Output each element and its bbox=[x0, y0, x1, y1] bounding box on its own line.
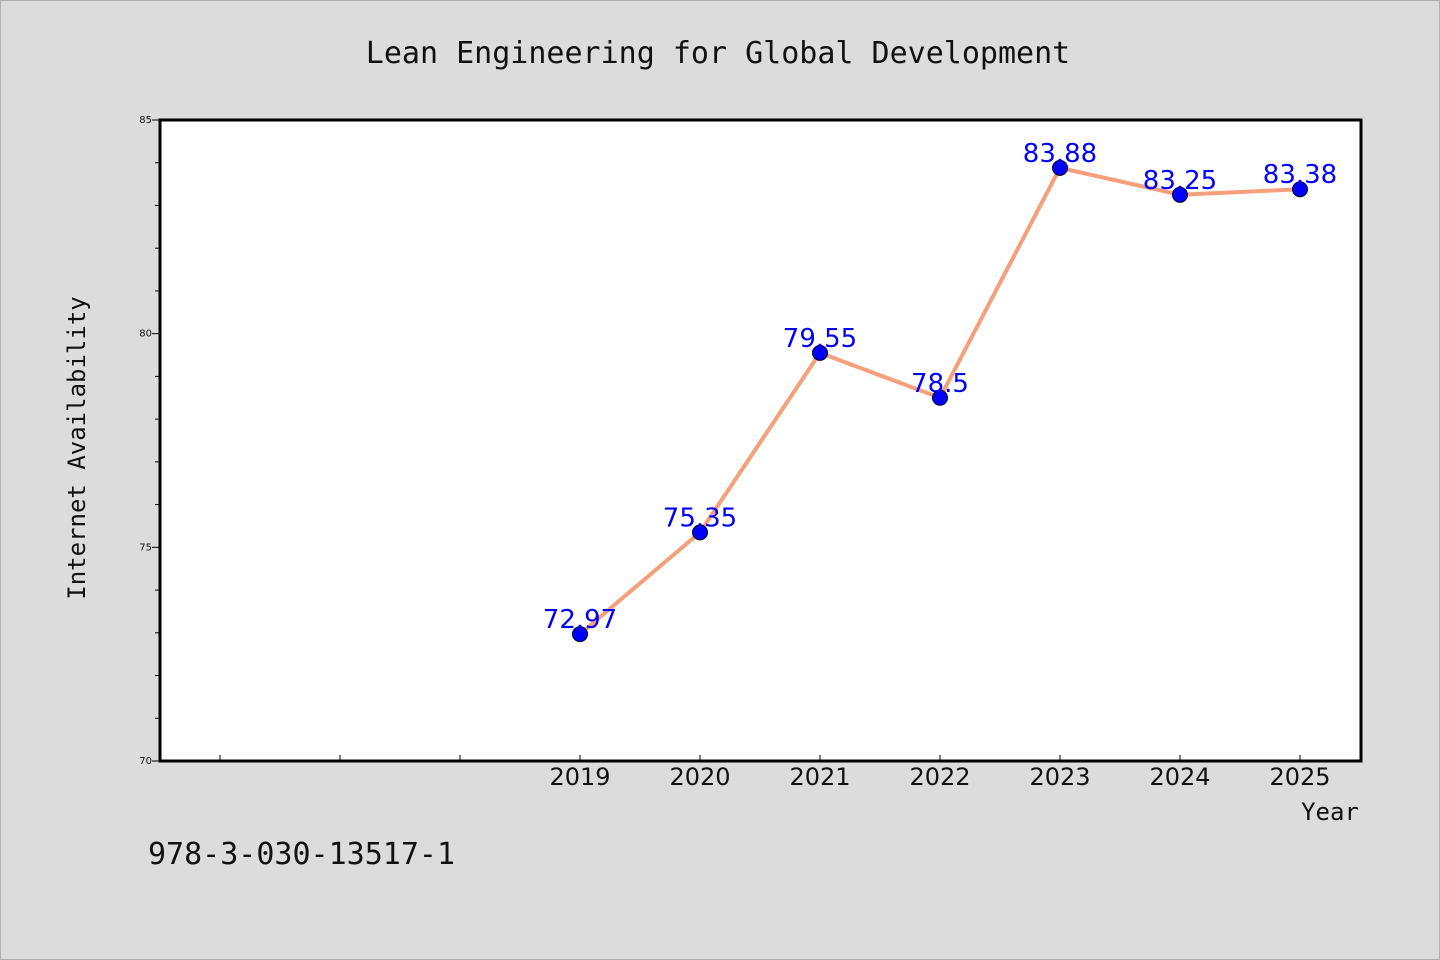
data-label: 75.35 bbox=[663, 503, 737, 533]
axis-ticks: 70 75 80 85 2019 2020 2021 2022 2023 2024 2025 bbox=[139, 115, 1330, 791]
y-tick-label: 70 bbox=[139, 756, 152, 767]
data-label: 83.25 bbox=[1143, 166, 1217, 196]
series-group bbox=[572, 159, 1308, 643]
x-tick-label: 2022 bbox=[909, 763, 970, 791]
data-labels: 72.97 75.35 79.55 78.5 83.88 83.25 83.38 bbox=[543, 139, 1337, 635]
y-axis-label: Internet Availability bbox=[63, 296, 91, 599]
y-tick-label: 75 bbox=[139, 542, 152, 553]
data-point bbox=[1172, 186, 1188, 203]
data-label: 78.5 bbox=[911, 369, 969, 399]
x-tick-label: 2023 bbox=[1029, 763, 1090, 791]
x-tick-label: 2025 bbox=[1269, 763, 1330, 791]
x-tick-label: 2019 bbox=[549, 763, 610, 791]
data-label: 79.55 bbox=[783, 324, 857, 354]
data-point bbox=[1052, 159, 1068, 176]
x-tick-label: 2021 bbox=[789, 763, 850, 791]
data-point bbox=[812, 344, 828, 361]
data-point bbox=[932, 389, 948, 406]
footer-code: 978-3-030-13517-1 bbox=[148, 837, 455, 872]
data-point bbox=[572, 626, 588, 643]
plot-area bbox=[158, 118, 1363, 763]
y-tick-label: 80 bbox=[139, 329, 152, 340]
data-label: 72.97 bbox=[543, 605, 617, 635]
data-label: 83.88 bbox=[1023, 139, 1097, 169]
x-tick-label: 2020 bbox=[669, 763, 730, 791]
x-axis-label: Year bbox=[1301, 798, 1359, 826]
data-label: 83.38 bbox=[1263, 160, 1337, 190]
data-point bbox=[1292, 181, 1308, 198]
data-point bbox=[692, 524, 708, 541]
x-tick-label: 2024 bbox=[1149, 763, 1210, 791]
chart-title: Lean Engineering for Global Development bbox=[366, 36, 1070, 71]
y-tick-label: 85 bbox=[139, 115, 152, 126]
